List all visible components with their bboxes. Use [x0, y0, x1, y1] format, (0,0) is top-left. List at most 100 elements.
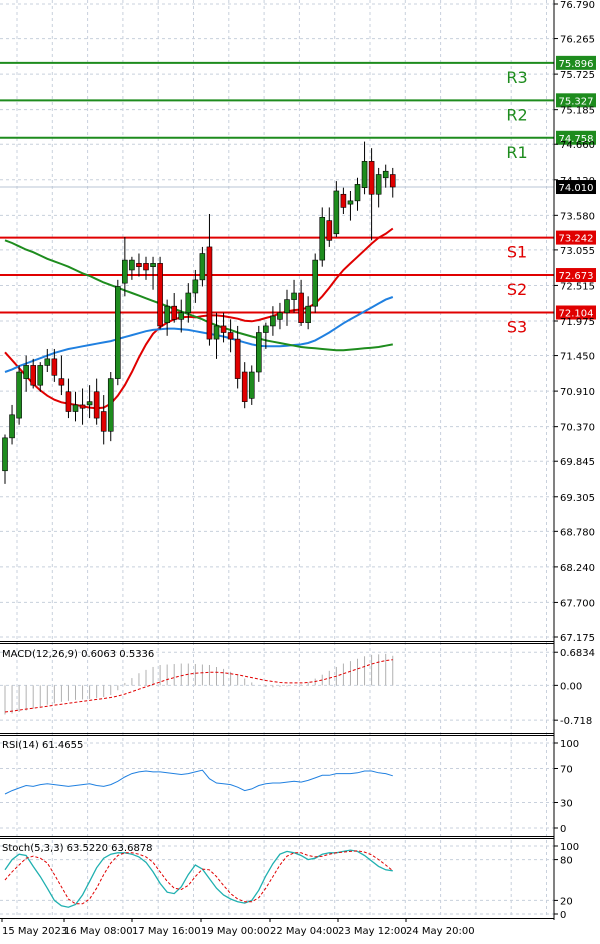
level-price-box [556, 93, 596, 108]
stoch-k-line [4, 849, 393, 908]
price-tick-label: 69.305 [560, 493, 595, 504]
level-price-label: 73.242 [559, 234, 594, 245]
price-tick-label: 76.265 [560, 35, 595, 46]
price-tick-label: 68.240 [560, 563, 595, 574]
price-tick-label: 73.055 [560, 246, 595, 257]
time-tick-label: 17 May 16:00 [132, 926, 201, 937]
candle-body [100, 411, 107, 432]
candle-body [263, 325, 269, 333]
candle-body [107, 378, 114, 432]
candle-body [199, 253, 206, 281]
stoch-tick-label: 20 [560, 896, 573, 907]
price-tick-label: 67.700 [560, 598, 595, 609]
stoch-tick-label: 0 [560, 910, 566, 921]
pivot-levels: R3 75.896 R2 75.327 R1 74.758 S1 73.242 S2 72.673… [0, 55, 596, 337]
stoch-tick-label: 100 [560, 842, 579, 853]
candle-body [30, 365, 37, 386]
candle-body [270, 315, 276, 327]
candle-body [171, 305, 177, 320]
time-tick-label: 22 May 04:00 [270, 926, 339, 937]
level-price-label: 75.896 [559, 59, 594, 70]
macd-tick-label: 0.6834 [560, 648, 595, 659]
candle-body [220, 325, 227, 333]
candle-body [16, 371, 22, 419]
time-tick-label: 19 May 00:00 [201, 926, 270, 937]
price-tick-label: 74.660 [560, 140, 595, 151]
level-label-s1: S1 [507, 243, 527, 262]
candle-body [79, 404, 86, 409]
macd-tick-label: 0.00 [560, 681, 582, 692]
candle-body [298, 292, 304, 323]
stoch-tick-label: 80 [560, 856, 573, 867]
candle-body [178, 312, 185, 320]
candle-body [129, 259, 135, 271]
rsi-panel: 100 70 30 0 [0, 739, 579, 835]
candle-body [234, 338, 241, 379]
level-price-label: 75.327 [559, 96, 594, 107]
time-tick-label: 15 May 2023 [2, 926, 67, 937]
current-price-label: 74.010 [559, 183, 594, 194]
rsi-tick-label: 30 [560, 799, 573, 810]
candle-body [389, 174, 396, 188]
level-label-s2: S2 [507, 280, 527, 299]
price-tick-label: 75.725 [560, 70, 595, 81]
macd-tick-label: -0.718 [560, 716, 592, 727]
rsi-tick-label: 100 [560, 739, 579, 750]
candle-body [312, 259, 319, 307]
level-price-box [556, 268, 596, 283]
candle-body [382, 170, 389, 179]
candle-body [150, 263, 156, 267]
macd-panel: 0.6834 0.00 -0.718 [0, 648, 595, 727]
rsi-title: RSI(14) 61.4655 [2, 740, 83, 751]
price-tick-label: 71.975 [560, 317, 595, 328]
level-price-box [556, 55, 596, 70]
price-tick-label: 68.780 [560, 527, 595, 538]
candle-body [157, 263, 163, 327]
candle-body [185, 292, 192, 314]
candle-body [248, 371, 255, 399]
candlesticks [2, 141, 396, 484]
chart-grid [0, 0, 554, 918]
price-tick-label: 70.370 [560, 423, 595, 434]
price-tick-label: 71.450 [560, 352, 595, 363]
price-tick-label: 73.580 [560, 211, 595, 222]
price-tick-label: 69.845 [560, 457, 595, 468]
candle-body [354, 184, 361, 202]
time-tick-label: 23 May 12:00 [338, 926, 407, 937]
level-label-r1: R1 [506, 143, 527, 162]
level-price-box [556, 230, 596, 245]
candle-body [65, 391, 72, 412]
stoch-title: Stoch(5,3,3) 63.5220 63.6878 [2, 843, 153, 854]
candle-body [361, 161, 368, 188]
candle-body [115, 286, 121, 379]
level-label-r3: R3 [506, 68, 527, 87]
candle-body [136, 263, 142, 267]
rsi-tick-label: 0 [560, 824, 566, 835]
time-tick-label: 24 May 20:00 [406, 926, 475, 937]
stoch-d-line [4, 850, 394, 905]
candle-body [93, 391, 100, 419]
candle-body [51, 358, 58, 376]
candle-body [44, 358, 51, 366]
macd-signal-line [4, 659, 393, 713]
moving-average-line [4, 239, 393, 352]
macd-title: MACD(12,26,9) 0.6063 0.5336 [2, 649, 154, 660]
time-tick-label: 16 May 08:00 [64, 926, 133, 937]
rsi-line [4, 769, 393, 795]
level-label-r2: R2 [506, 105, 527, 124]
price-tick-label: 72.515 [560, 281, 595, 292]
moving-average-line [4, 296, 394, 373]
candle-body [206, 246, 213, 340]
level-price-label: 74.758 [559, 134, 594, 145]
price-tick-label: 76.790 [560, 0, 595, 11]
candle-body [375, 174, 382, 195]
candle-body [319, 217, 326, 261]
candle-body [347, 200, 354, 205]
candle-body [143, 263, 149, 271]
level-label-s3: S3 [507, 318, 527, 337]
candle-body [2, 437, 8, 472]
price-axis: 76.790 76.265 75.725 75.185 74.660 74.120 73.5… [0, 0, 595, 920]
price-tick-label: 70.910 [560, 387, 595, 398]
candle-body [227, 332, 234, 340]
